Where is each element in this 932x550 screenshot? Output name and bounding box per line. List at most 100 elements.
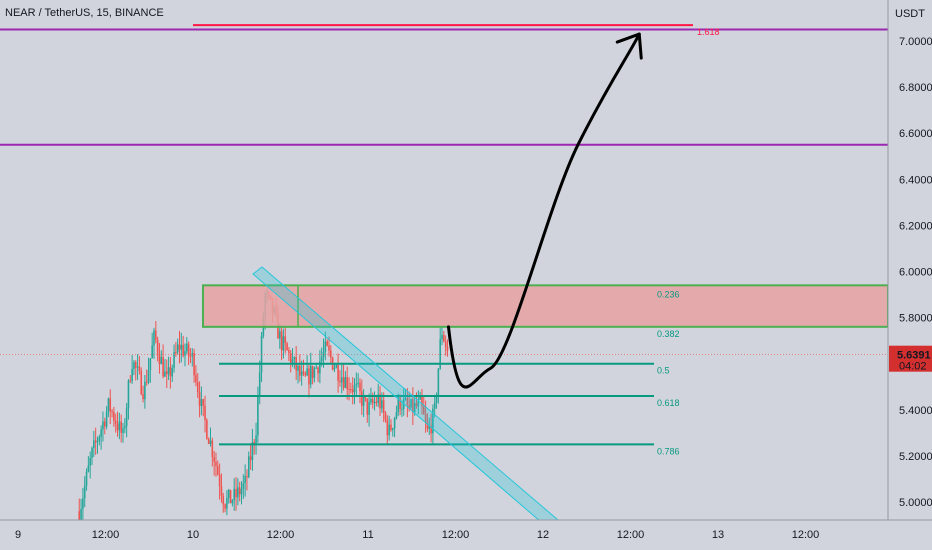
candle-down [342,377,345,388]
candle-down [346,377,349,390]
candle-up [85,471,88,486]
candle-down [238,487,241,495]
candle-up [227,489,230,498]
candle-up [353,385,356,393]
candle-up [388,424,390,436]
candle-up [83,485,86,499]
candle-up [381,400,383,409]
candle-up [171,367,174,377]
candle-down [129,380,132,382]
candle-down [222,495,225,505]
price-tag [889,345,932,372]
candle-down [142,394,144,400]
candle-up [370,399,372,403]
candle-up [297,365,299,371]
x-tick-label: 13 [712,529,724,541]
candle-down [308,368,310,385]
candle-down [311,365,314,378]
candle-up [306,368,308,376]
chart-title: NEAR / TetherUS, 15, BINANCE [5,7,164,19]
candle-down [386,419,389,436]
candle-up [147,370,150,383]
candle-up [432,408,434,434]
candle-up [96,441,99,443]
candle-down [178,344,181,350]
fib-level-label: 0.618 [657,398,680,408]
candle-up [300,371,303,376]
candle-down [216,466,219,475]
candle-down [195,375,197,383]
candle-down [114,420,117,425]
candle-down [317,367,319,374]
candle-down [426,421,429,429]
y-tick-label: 6.0000 [899,267,932,279]
candle-down [408,404,410,408]
candle-down [202,399,205,406]
supply-zone-inner [202,284,299,328]
candle-down [169,367,172,377]
candle-up [231,500,234,504]
candle-down [206,420,208,439]
candle-down [328,345,330,351]
y-tick-label: 6.6000 [899,128,932,140]
candle-down [220,486,223,496]
candle-up [89,458,91,466]
candle-down [406,398,409,405]
candle-down [351,389,354,393]
candle-down [384,413,387,420]
projection-arrow[interactable] [447,32,641,389]
candle-up [144,381,146,400]
candle-down [359,382,361,392]
candle-down [94,440,97,443]
candle-up [149,358,152,371]
y-tick-label: 5.0000 [899,497,932,509]
candle-down [204,405,206,421]
candle-down [390,424,392,430]
fib-level-label: 0.786 [657,446,680,456]
candle-up [315,367,318,369]
candle-up [131,368,133,381]
candle-up [309,365,312,385]
candle-up [410,399,412,408]
candle-down [361,391,363,406]
candle-up [435,395,438,403]
candle-up [377,394,380,404]
candle-down [213,457,215,462]
candle-down [422,406,425,415]
candle-down [284,336,287,344]
candle-up [200,399,203,406]
candle-up [320,357,323,362]
candle-down [444,341,447,347]
candle-up [105,411,108,427]
target-level-label: 1.618 [697,27,720,37]
candle-up [397,397,400,412]
candle-down [193,353,195,376]
candle-up [291,359,294,364]
candle-up [180,344,183,350]
candle-up [391,428,394,430]
candle-up [160,357,163,364]
candle-down [302,371,305,374]
fib-level-label: 0.382 [657,329,680,339]
x-tick-label: 12:00 [92,529,120,541]
candle-down [229,489,232,504]
candle-down [145,381,148,383]
candle-up [87,465,90,472]
candle-down [156,339,159,354]
candle-up [240,488,243,495]
candle-down [339,380,341,383]
x-tick-label: 12:00 [442,529,470,541]
candle-up [209,440,212,444]
candle-down [399,397,401,409]
candle-up [226,497,228,509]
candle-down [109,398,112,412]
candle-up [107,398,110,412]
candle-down [165,371,168,375]
x-tick-label: 9 [15,529,21,541]
time-axis-background [0,520,932,550]
candle-up [362,395,365,406]
candle-up [333,367,336,370]
axis-currency-label: USDT [895,8,925,20]
